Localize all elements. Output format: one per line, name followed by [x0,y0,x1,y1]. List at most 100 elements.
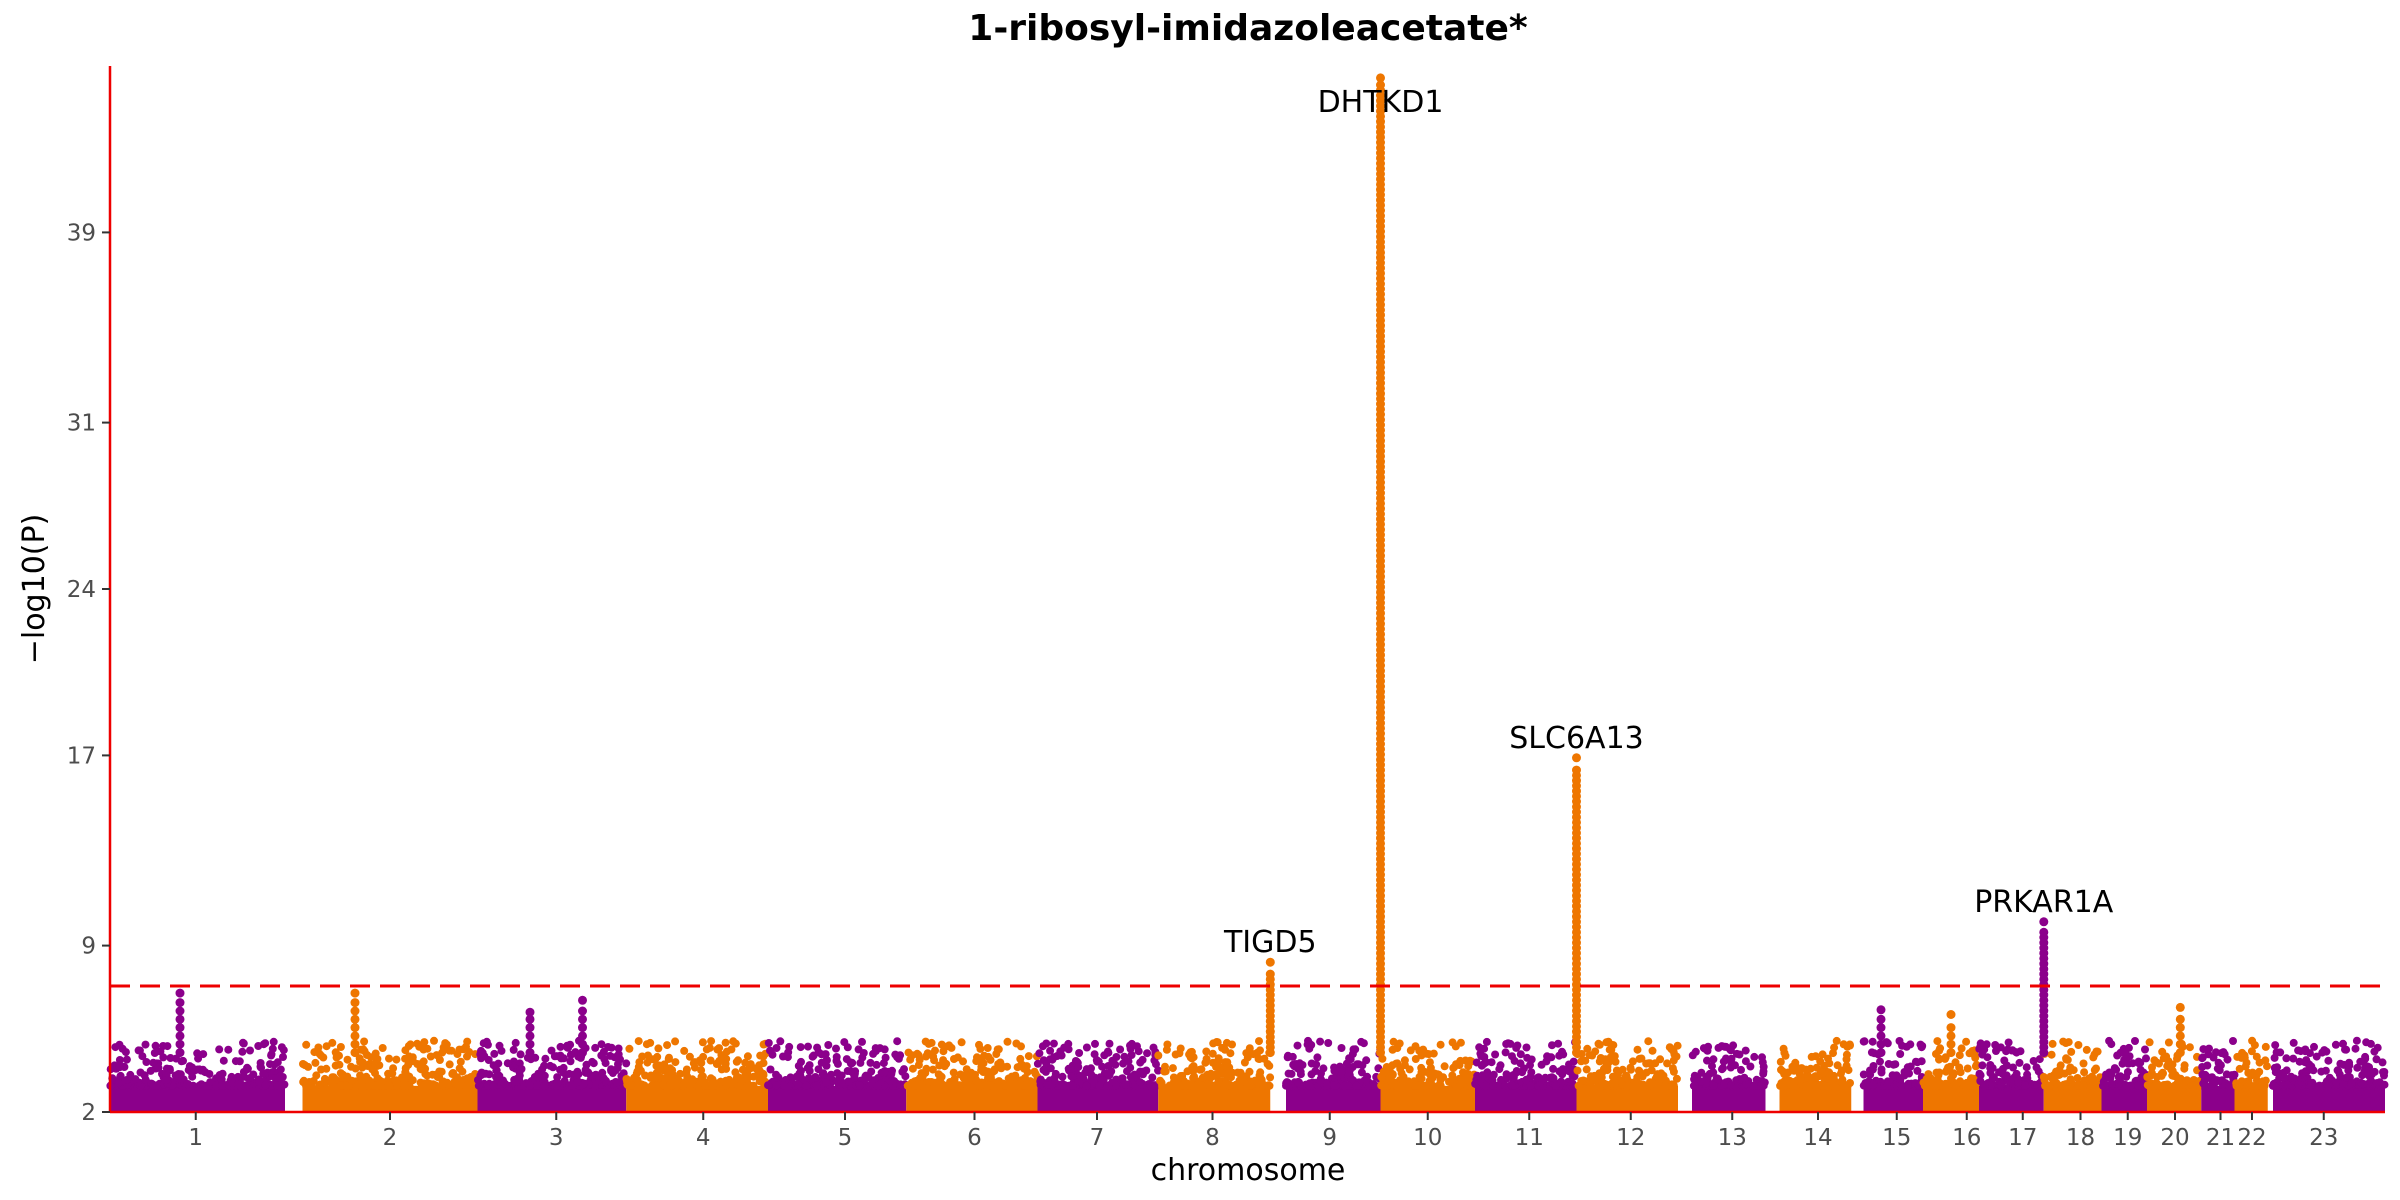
y-axis-title: −log10(P) [17,514,52,665]
snp-point [697,1066,706,1075]
snp-point [1842,1050,1851,1059]
snp-point [2175,1039,2185,1049]
snp-point [1510,1056,1519,1065]
snp-point [1266,1073,1275,1082]
snp-point [866,1058,875,1067]
chromosome-1-points [106,1037,289,1112]
snp-point [2318,1048,2327,1057]
snp-point [1916,1040,1925,1049]
snp-point [723,1079,732,1087]
snp-point [1976,1039,1985,1048]
snp-point [1475,1043,1484,1052]
snp-point [1600,1064,1608,1073]
snp-point [254,1042,263,1050]
snp-point [490,1049,499,1058]
snp-point [304,1062,313,1071]
peak-chr2-points [350,988,360,1058]
snp-point [996,1058,1005,1067]
snp-point [1609,1079,1618,1088]
snp-point [2245,1079,2253,1088]
snp-point [659,1081,668,1090]
snp-point [1149,1043,1158,1052]
snp-point [2324,1056,2333,1065]
snp-point [1379,1067,1388,1076]
snp-point [1546,1053,1554,1062]
snp-point [1187,1081,1196,1090]
snp-point [994,1081,1003,1090]
snp-point [1859,1070,1868,1079]
snp-point [1995,1068,2003,1077]
snp-point [665,1053,673,1062]
snp-point [525,1048,535,1058]
snp-point [2222,1070,2231,1079]
snp-point [556,1042,565,1051]
snp-point [1026,1077,1035,1086]
chromosome-5-dense-band [768,1085,907,1112]
snp-point [1740,1073,1749,1082]
x-tick-label: 7 [1090,1125,1105,1151]
snp-point [122,1076,131,1084]
snp-point [2279,1081,2288,1090]
chromosome-7-dense-band [1037,1085,1159,1112]
snp-point [1293,1041,1302,1050]
snp-point [267,1051,276,1060]
snp-point [272,1074,280,1082]
snp-point [511,1077,520,1086]
snp-point [2253,1070,2262,1079]
snp-point [776,1037,785,1046]
snp-point [949,1068,958,1077]
snp-point [269,1037,278,1046]
snp-point [2201,1081,2210,1089]
snp-point [1944,1063,1952,1072]
snp-point [175,1006,185,1016]
snp-point [350,1023,360,1033]
snp-point [1481,1081,1490,1090]
snp-point [1903,1081,1912,1090]
snp-point [121,1048,130,1057]
snp-point [908,1064,917,1073]
snp-point [1067,1072,1076,1081]
snp-point [1324,1039,1333,1047]
chromosome-19-points [2099,1036,2151,1112]
chromosome-3-points [474,1036,631,1112]
snp-point [976,1081,985,1090]
snp-point [1136,1078,1144,1087]
x-tick-label: 20 [2160,1125,2189,1151]
snp-point [2115,1076,2124,1085]
snp-point [2035,1055,2044,1064]
snp-point [201,1068,210,1077]
snp-point [517,1065,526,1073]
snp-point [1342,1059,1351,1068]
snp-point [1388,1079,1397,1088]
snp-point [335,1060,344,1069]
snp-point [1832,1036,1841,1045]
snp-point [1741,1046,1750,1055]
y-tick-label: 9 [81,934,96,960]
snp-point [1162,1045,1171,1054]
snp-point [1417,1051,1426,1060]
snp-point [259,1069,268,1078]
snp-point [273,1058,282,1067]
snp-point [1376,80,1385,90]
snp-point [1199,1073,1208,1082]
snp-point [1788,1062,1797,1071]
snp-point [1648,1046,1657,1055]
snp-point [1260,1054,1269,1063]
snp-point [2180,1061,2189,1070]
snp-point [1190,1072,1198,1081]
chromosome-11-dense-band [1475,1085,1577,1112]
snp-point [239,1038,247,1047]
peak-chr3-points [578,995,587,1058]
snp-point [1971,1053,1980,1062]
snp-point [743,1052,752,1061]
snp-point [1035,1049,1044,1058]
snp-point [1369,1080,1378,1088]
x-axis-title: chromosome [1151,1153,1346,1188]
snp-point [901,1072,910,1081]
snp-point [2009,1063,2017,1072]
peak-SLC6A13-points [1572,753,1581,1058]
snp-point [1668,1064,1677,1073]
snp-point [641,1071,650,1080]
snp-point [550,1052,559,1061]
